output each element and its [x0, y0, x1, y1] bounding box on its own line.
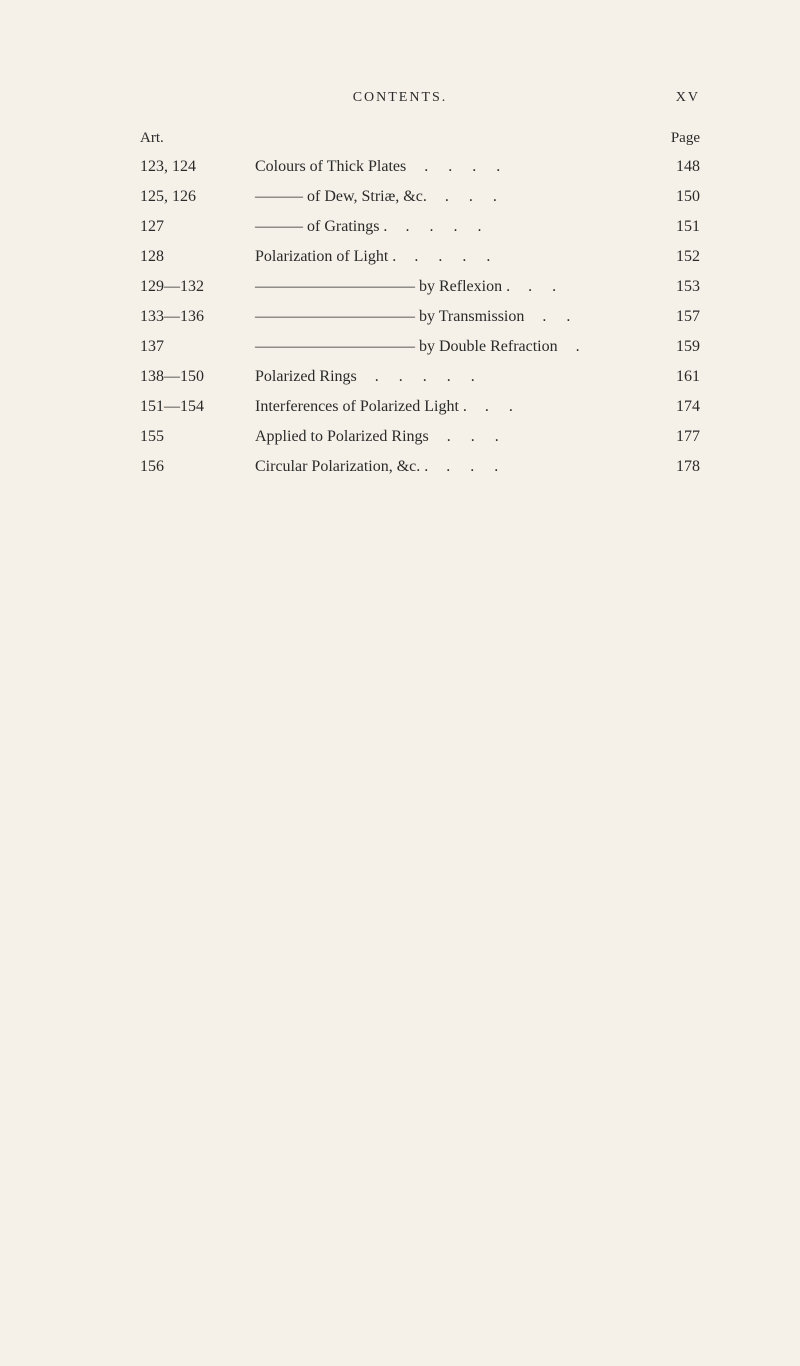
entry-page: 177: [660, 425, 700, 449]
page-header: CONTENTS. XV: [140, 90, 700, 106]
entry-page: 148: [660, 155, 700, 179]
page-column-header: Page: [671, 130, 700, 147]
article-number: 138—150: [140, 365, 255, 389]
entry-description: ——— of Dew, Striæ, &c. . . .: [255, 185, 660, 209]
contents-entry: 138—150 Polarized Rings . . . . . 161: [140, 365, 700, 389]
entry-page: 159: [660, 335, 700, 359]
entry-page: 151: [660, 215, 700, 239]
entry-description: Applied to Polarized Rings . . .: [255, 425, 660, 449]
entry-page: 174: [660, 395, 700, 419]
contents-list: 123, 124 Colours of Thick Plates . . . .…: [140, 155, 700, 479]
article-number: 128: [140, 245, 255, 269]
entry-description: Polarization of Light . . . . .: [255, 245, 660, 269]
contents-entry: 133—136 —————————— by Transmission . . 1…: [140, 305, 700, 329]
contents-entry: 156 Circular Polarization, &c. . . . . 1…: [140, 455, 700, 479]
header-title: CONTENTS.: [353, 90, 448, 106]
entry-description: Colours of Thick Plates . . . .: [255, 155, 660, 179]
entry-description: ——— of Gratings . . . . .: [255, 215, 660, 239]
article-number: 127: [140, 215, 255, 239]
entry-description: Polarized Rings . . . . .: [255, 365, 660, 389]
art-column-header: Art.: [140, 130, 164, 147]
article-number: 129—132: [140, 275, 255, 299]
entry-page: 150: [660, 185, 700, 209]
entry-description: Circular Polarization, &c. . . . .: [255, 455, 660, 479]
article-number: 125, 126: [140, 185, 255, 209]
column-headers: Art. Page: [140, 130, 700, 147]
article-number: 137: [140, 335, 255, 359]
contents-entry: 129—132 —————————— by Reflexion . . . 15…: [140, 275, 700, 299]
contents-entry: 125, 126 ——— of Dew, Striæ, &c. . . . 15…: [140, 185, 700, 209]
contents-entry: 155 Applied to Polarized Rings . . . 177: [140, 425, 700, 449]
entry-page: 157: [660, 305, 700, 329]
article-number: 123, 124: [140, 155, 255, 179]
article-number: 155: [140, 425, 255, 449]
entry-page: 152: [660, 245, 700, 269]
header-page-number: XV: [676, 90, 700, 106]
entry-page: 153: [660, 275, 700, 299]
contents-entry: 127 ——— of Gratings . . . . . 151: [140, 215, 700, 239]
entry-page: 161: [660, 365, 700, 389]
article-number: 156: [140, 455, 255, 479]
contents-entry: 151—154 Interferences of Polarized Light…: [140, 395, 700, 419]
entry-description: Interferences of Polarized Light . . .: [255, 395, 660, 419]
entry-page: 178: [660, 455, 700, 479]
entry-description: —————————— by Reflexion . . .: [255, 275, 660, 299]
entry-description: —————————— by Double Refraction .: [255, 335, 660, 359]
contents-entry: 137 —————————— by Double Refraction . 15…: [140, 335, 700, 359]
entry-description: —————————— by Transmission . .: [255, 305, 660, 329]
contents-entry: 123, 124 Colours of Thick Plates . . . .…: [140, 155, 700, 179]
contents-entry: 128 Polarization of Light . . . . . 152: [140, 245, 700, 269]
article-number: 151—154: [140, 395, 255, 419]
article-number: 133—136: [140, 305, 255, 329]
